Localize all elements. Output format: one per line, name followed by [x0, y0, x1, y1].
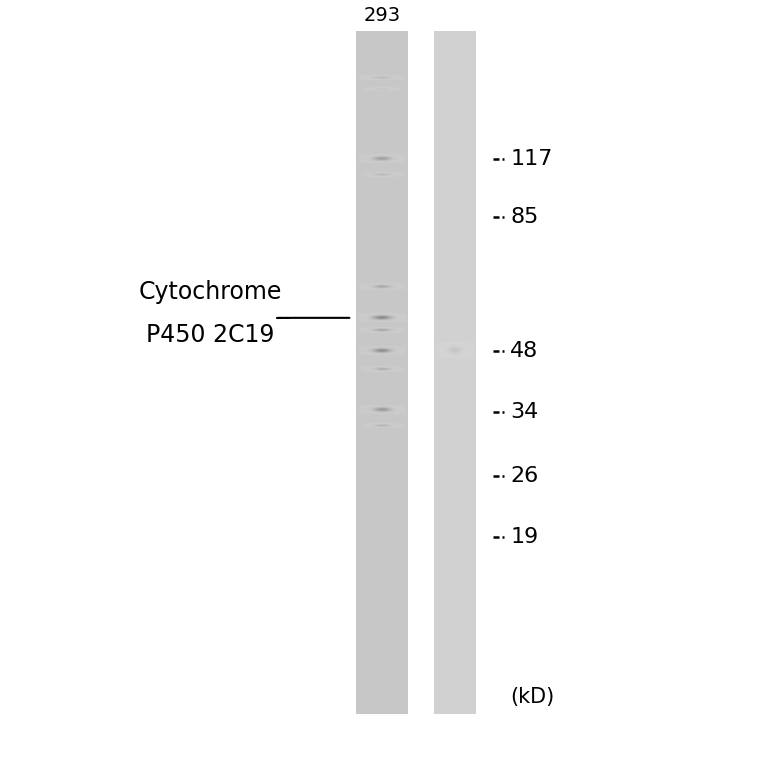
Text: (kD): (kD)	[510, 687, 555, 707]
Text: P450 2C19: P450 2C19	[146, 323, 274, 348]
Bar	[356, 31, 408, 714]
Text: 34: 34	[510, 402, 539, 422]
Text: 19: 19	[510, 526, 539, 546]
Text: 293: 293	[364, 5, 400, 24]
Text: Cytochrome: Cytochrome	[138, 280, 282, 304]
Text: 26: 26	[510, 467, 539, 487]
Text: 85: 85	[510, 207, 539, 227]
Bar	[434, 31, 475, 714]
Text: 117: 117	[510, 149, 552, 170]
Text: --: --	[275, 306, 292, 330]
Text: 48: 48	[510, 341, 539, 361]
